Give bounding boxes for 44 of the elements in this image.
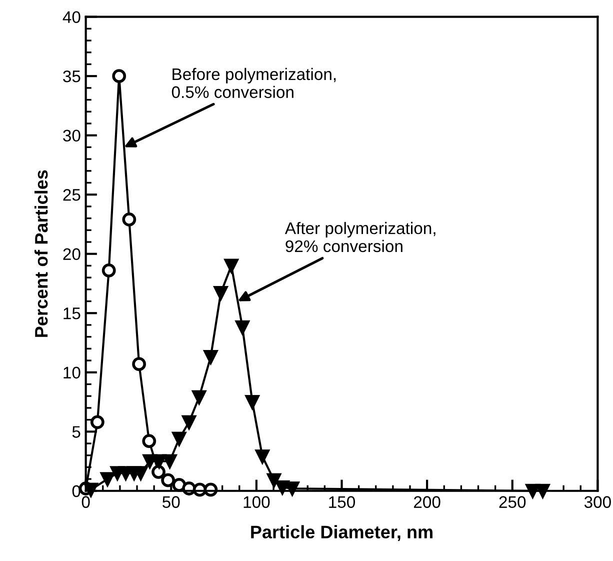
point	[152, 464, 166, 479]
y-tick-label: 10	[64, 366, 80, 379]
point	[161, 473, 176, 488]
y-tick-label: 5	[72, 426, 80, 438]
point	[236, 320, 250, 334]
point	[204, 350, 218, 364]
x-tick-label: 300	[584, 496, 611, 508]
y-tick-label: 20	[63, 248, 80, 260]
point	[214, 286, 228, 300]
annotation: Before polymerization, 0.5% conversion	[172, 68, 336, 98]
point	[142, 434, 156, 448]
y-tick-label: 25	[63, 189, 80, 201]
x-axis-title: Particle Diameter, nm	[251, 525, 432, 542]
point	[162, 454, 177, 468]
point	[90, 415, 104, 430]
point	[134, 466, 148, 480]
point	[100, 472, 114, 486]
x-tick-label: 100	[244, 496, 270, 508]
y-tick-label: 30	[63, 130, 80, 142]
point	[132, 357, 146, 372]
y-tick-label: 15	[64, 308, 80, 320]
x-tick-label: 50	[162, 496, 180, 508]
x-tick-label: 0	[82, 496, 90, 508]
point	[255, 450, 270, 464]
point	[172, 432, 186, 446]
point	[536, 484, 550, 498]
point	[112, 69, 126, 84]
point	[267, 473, 281, 488]
y-tick-label: 40	[62, 11, 80, 24]
point	[192, 390, 206, 404]
point	[224, 258, 238, 273]
y-tick-label: 35	[63, 70, 80, 82]
x-tick-label: 150	[329, 496, 355, 508]
point	[285, 482, 300, 496]
y-axis-title: Percent of Particles	[34, 170, 48, 337]
x-tick-label: 250	[499, 496, 526, 508]
point	[142, 454, 157, 468]
point	[102, 264, 116, 278]
point	[182, 415, 196, 430]
point	[245, 395, 260, 409]
x-tick-label: 200	[414, 496, 440, 508]
point	[122, 212, 136, 226]
annotation: After polymerization, 92% conversion	[284, 222, 436, 252]
point	[152, 454, 166, 468]
